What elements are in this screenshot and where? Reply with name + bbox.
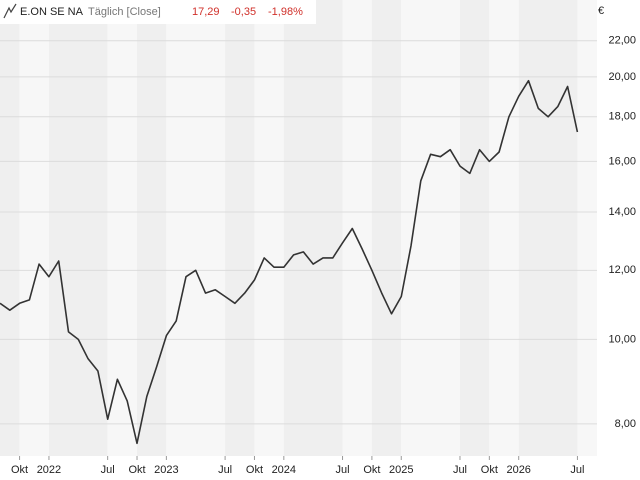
band	[577, 0, 597, 456]
chart-icon	[3, 3, 17, 19]
y-tick-label: 16,00	[608, 155, 636, 167]
instrument: E.ON SE NA	[20, 6, 84, 18]
band	[19, 0, 49, 456]
change: -0,35	[231, 6, 256, 18]
x-tick-label: 2026	[506, 464, 530, 476]
band	[371, 0, 402, 456]
band	[342, 0, 372, 456]
x-tick-label: Jul	[336, 464, 350, 476]
x-tick-label: Jul	[570, 464, 584, 476]
x-tick-label: Okt	[128, 464, 145, 476]
band	[107, 0, 138, 456]
y-tick-label: 22,00	[608, 35, 636, 47]
band	[137, 0, 167, 456]
x-tick-label: Okt	[11, 464, 28, 476]
axis-area	[597, 0, 640, 480]
band	[166, 0, 226, 456]
grid: 8,00 10,00 12,00 14,00 16,00 18,00 20,00 22,00 O…	[0, 35, 636, 476]
last-price: 17,29	[192, 6, 220, 18]
header-background	[0, 0, 316, 24]
y-tick-label: 10,00	[608, 333, 636, 345]
band	[225, 0, 255, 456]
band	[401, 0, 460, 456]
y-tick-label: 8,00	[615, 418, 636, 430]
band	[0, 0, 20, 456]
band	[518, 0, 578, 456]
x-tick-label: Okt	[363, 464, 380, 476]
y-tick-label: 14,00	[608, 206, 636, 218]
plot	[0, 79, 579, 445]
interval: Täglich [Close]	[88, 6, 161, 18]
x-tick-label: Okt	[246, 464, 263, 476]
x-tick-label: Jul	[453, 464, 467, 476]
x-tick-label: 2024	[272, 464, 296, 476]
change-percent: -1,98%	[268, 6, 303, 18]
y-tick-label: 20,00	[608, 71, 636, 83]
band	[254, 0, 284, 456]
x-tick-label: Jul	[218, 464, 232, 476]
band	[283, 0, 343, 456]
band	[489, 0, 519, 456]
x-tick-label: 2023	[154, 464, 178, 476]
x-tick-label: Jul	[101, 464, 115, 476]
x-tick-label: 2025	[389, 464, 413, 476]
y-tick-label: 18,00	[608, 111, 636, 123]
x-tick-label: Okt	[481, 464, 498, 476]
price-line	[0, 79, 579, 445]
band	[459, 0, 490, 456]
band	[48, 0, 108, 456]
unit: €	[598, 5, 604, 17]
y-tick-label: 12,00	[608, 264, 636, 276]
x-tick-label: 2022	[37, 464, 61, 476]
